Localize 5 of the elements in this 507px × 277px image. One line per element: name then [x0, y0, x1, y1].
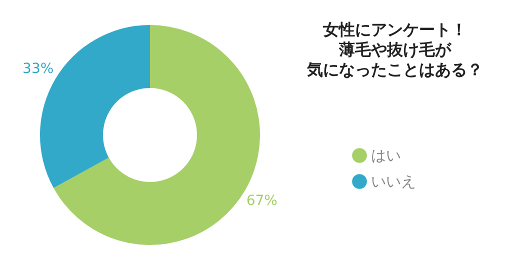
data-label: 33%	[22, 60, 54, 77]
legend-label: はい	[371, 146, 401, 164]
legend-label: いいえ	[371, 172, 416, 190]
text: 女性にアンケート！薄毛や抜け毛が気になったことはある？	[306, 20, 483, 79]
data-label: 67%	[246, 193, 278, 210]
